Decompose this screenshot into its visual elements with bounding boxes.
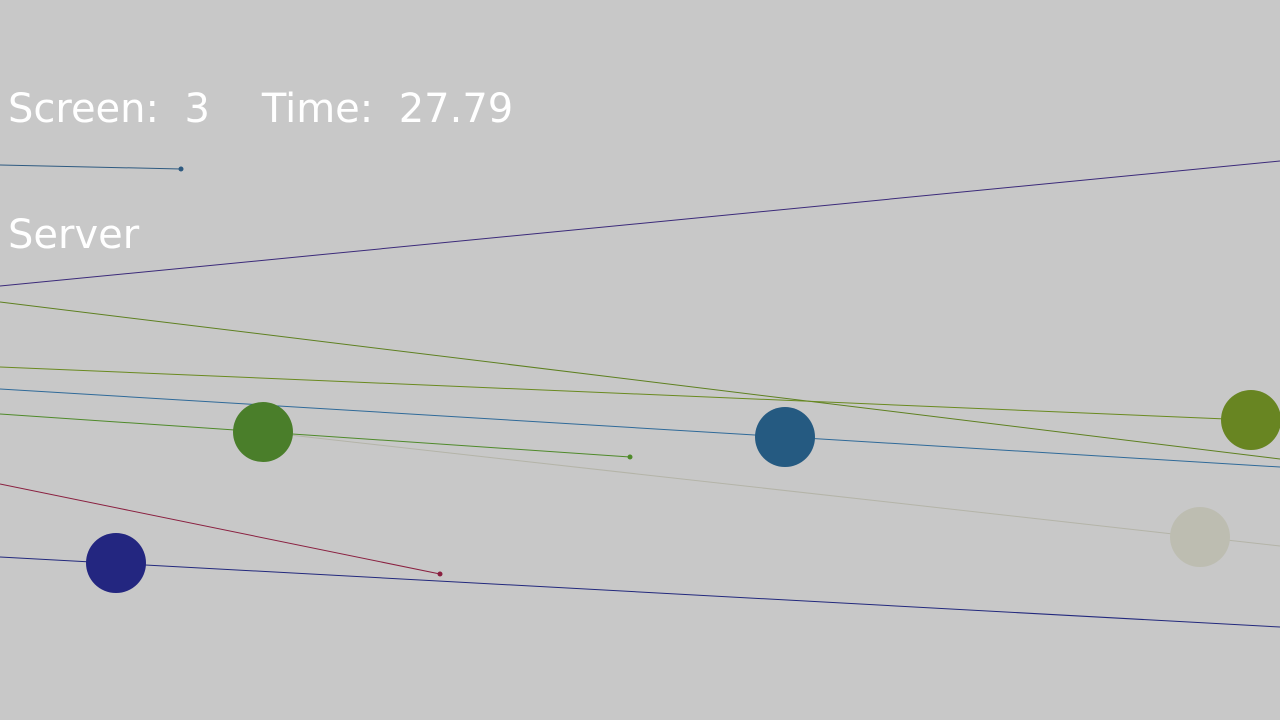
- pale-ball: [1170, 507, 1230, 567]
- trail-line-navy: [0, 556, 1280, 628]
- trail-line-olive-diagonal: [0, 301, 1280, 460]
- green-ball: [233, 402, 293, 462]
- trail-line-pale: [262, 431, 1280, 547]
- olive-ball: [1221, 390, 1280, 450]
- time-value: 27.79: [398, 86, 514, 132]
- time-label: Time:: [261, 86, 374, 132]
- trail-line-purple: [0, 160, 1280, 287]
- small-crimson-dot: [437, 571, 443, 577]
- role-label: Server: [8, 212, 140, 258]
- trail-line-olive: [0, 366, 1251, 421]
- small-green-dot: [627, 454, 633, 460]
- trail-line-green: [0, 413, 631, 458]
- screen-value: 3: [184, 86, 210, 132]
- steel-blue-ball: [755, 407, 815, 467]
- trail-line-steel-blue: [0, 388, 1280, 468]
- trail-line-crimson: [0, 483, 441, 575]
- navy-ball: [86, 533, 146, 593]
- trail-line-small-blue: [0, 164, 182, 170]
- hud-overlay: Screen: 3 Time: 27.79 Server: [8, 4, 513, 298]
- small-blue-dot: [178, 166, 184, 172]
- hud-status-row: Screen: 3 Time: 27.79: [8, 88, 513, 130]
- screen-label: Screen:: [8, 86, 159, 132]
